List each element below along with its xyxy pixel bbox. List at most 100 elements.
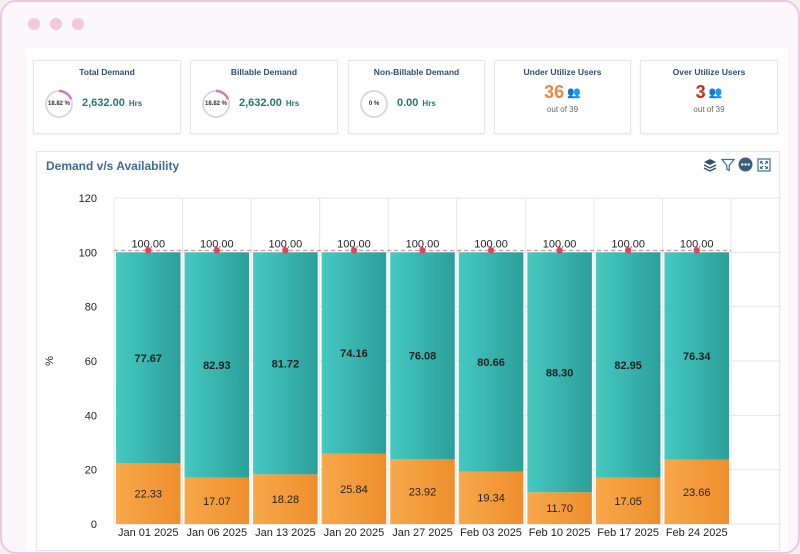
- x-tick-label: Jan 27 2025: [392, 527, 453, 539]
- x-tick-label: Feb 10 2025: [529, 527, 591, 539]
- kpi-unit: Hrs: [128, 99, 143, 108]
- bar-demand: [253, 474, 318, 524]
- layers-icon[interactable]: [702, 157, 717, 172]
- total-marker: [556, 247, 563, 254]
- bar-demand: [595, 477, 661, 524]
- fullscreen-icon[interactable]: [756, 157, 771, 172]
- filter-icon[interactable]: [720, 157, 735, 172]
- data-label-demand: 11.70: [546, 503, 573, 515]
- y-axis-label: %: [44, 356, 56, 366]
- bar-availability: [390, 252, 455, 460]
- data-label-demand: 25.84: [340, 484, 368, 496]
- x-tick-label: Jan 06 2025: [187, 527, 248, 539]
- bar-availability: [116, 252, 181, 464]
- x-tick-label: Jan 13 2025: [255, 527, 316, 539]
- kpi-non-billable-demand[interactable]: Non-Billable Demand 0 % 0.00 Hrs: [348, 60, 485, 134]
- x-tick-label: Jan 01 2025: [118, 527, 179, 539]
- kpi-title: Under Utilize Users: [523, 67, 602, 77]
- demand-availability-chart: 0 20 40 60 80 100 120% 22.33 77.67 100.00 Jan 01 2…: [44, 193, 781, 539]
- bar-availability: [595, 252, 661, 478]
- chart-toolbar: [702, 157, 771, 172]
- user-count-sub: out of 39: [693, 105, 725, 114]
- bar-demand: [664, 459, 729, 524]
- data-label-availability: 88.30: [546, 367, 574, 379]
- total-label: 100.00: [337, 238, 371, 250]
- user-count: 3: [695, 82, 706, 102]
- data-label-availability: 80.66: [477, 357, 505, 369]
- kpi-title: Non-Billable Demand: [373, 67, 460, 77]
- total-marker: [145, 247, 152, 254]
- y-tick-label: 0: [91, 519, 97, 531]
- total-label: 100.00: [680, 238, 714, 250]
- bar-demand: [458, 471, 524, 524]
- data-label-availability: 77.67: [135, 353, 163, 365]
- x-tick-label: Feb 03 2025: [460, 527, 522, 539]
- kpi-value: 2,632.00: [82, 97, 125, 109]
- bar-availability: [527, 252, 592, 493]
- data-label-availability: 76.34: [683, 351, 711, 363]
- kpi-value-row: 0.00 Hrs: [397, 97, 436, 109]
- bar-demand: [390, 459, 455, 524]
- user-count-sub: out of 39: [546, 105, 579, 114]
- total-label: 100.00: [474, 238, 508, 250]
- y-tick-label: 60: [85, 356, 97, 368]
- y-tick-label: 120: [79, 193, 97, 205]
- total-label: 100.00: [611, 238, 645, 250]
- kpi-title: Billable Demand: [230, 67, 298, 77]
- total-marker: [213, 247, 221, 254]
- y-tick-label: 20: [85, 465, 97, 477]
- window-dot-icon[interactable]: [50, 18, 62, 30]
- data-label-availability: 82.93: [203, 360, 231, 372]
- kpi-unit: Hrs: [285, 99, 300, 108]
- user-count-row: 3 👥: [641, 82, 777, 103]
- window-dot-icon[interactable]: [72, 18, 84, 30]
- kpi-under-utilize-users[interactable]: Under Utilize Users 36 👥 out of 39: [494, 60, 631, 134]
- user-count: 36: [544, 82, 565, 102]
- window-dot-icon[interactable]: [28, 18, 40, 30]
- data-label-availability: 74.16: [340, 348, 368, 360]
- progress-ring-icon: [201, 89, 231, 119]
- chart-title: Demand v/s Availability: [46, 159, 180, 173]
- y-tick-label: 40: [85, 410, 97, 422]
- bar-demand: [116, 463, 181, 524]
- kpi-total-demand[interactable]: Total Demand 18.82 % 2,632.00 Hrs: [33, 60, 181, 134]
- kpi-over-utilize-users[interactable]: Over Utilize Users 3 👥 out of 39: [640, 60, 778, 134]
- progress-ring-icon: [44, 89, 74, 119]
- kpi-value: 0.00: [397, 97, 419, 109]
- data-label-demand: 19.34: [477, 493, 505, 505]
- kpi-unit: Hrs: [422, 99, 436, 108]
- bar-availability: [458, 252, 524, 472]
- kpi-row: Total Demand 18.82 % 2,632.00 Hrs Billabl…: [33, 60, 778, 134]
- kpi-percent: 0 %: [368, 101, 380, 107]
- y-tick-label: 100: [79, 247, 97, 259]
- bar-availability: [664, 252, 729, 460]
- bar-demand: [321, 453, 387, 524]
- window-controls: [28, 18, 84, 30]
- users-icon: 👥: [567, 87, 581, 99]
- bar-availability: [253, 252, 318, 475]
- x-tick-label: Feb 17 2025: [597, 527, 659, 539]
- total-marker: [487, 247, 495, 254]
- x-tick-label: Jan 20 2025: [324, 527, 385, 539]
- data-label-availability: 76.08: [409, 351, 437, 363]
- bar-demand: [527, 492, 592, 524]
- total-label: 100.00: [200, 238, 234, 250]
- total-label: 100.00: [269, 238, 303, 250]
- users-icon: 👥: [708, 87, 723, 99]
- kpi-percent: 18.82 %: [47, 101, 71, 107]
- bar-availability: [184, 252, 250, 478]
- data-label-availability: 82.95: [614, 360, 642, 372]
- data-label-demand: 17.05: [614, 496, 642, 508]
- bar-demand: [184, 477, 250, 524]
- x-tick-label: Feb 24 2025: [666, 527, 728, 539]
- kpi-percent: 18.82 %: [204, 101, 228, 107]
- more-icon[interactable]: [738, 157, 753, 172]
- kpi-value-row: 2,632.00 Hrs: [82, 97, 142, 109]
- data-label-demand: 23.66: [683, 487, 711, 499]
- kpi-value-row: 2,632.00 Hrs: [239, 97, 299, 109]
- data-label-availability: 81.72: [272, 358, 300, 370]
- total-label: 100.00: [131, 238, 165, 250]
- kpi-billable-demand[interactable]: Billable Demand 18.82 % 2,632.00 Hrs: [190, 60, 338, 134]
- data-label-demand: 17.07: [203, 496, 231, 508]
